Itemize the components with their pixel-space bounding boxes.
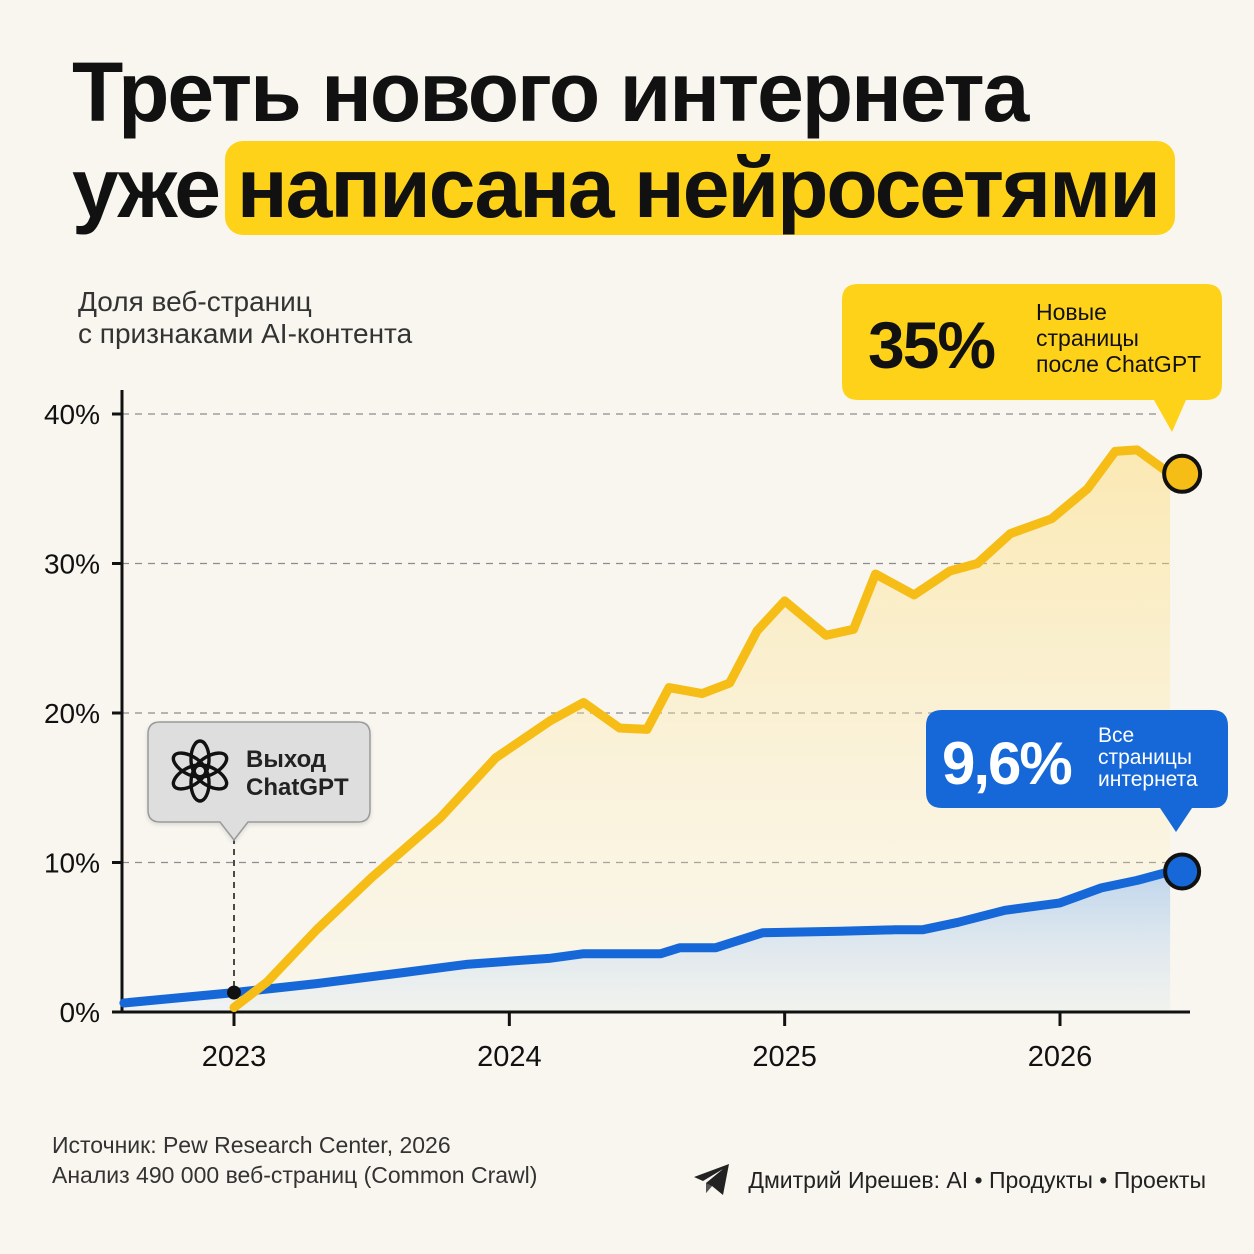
all-pages-callout-value: 9,6%: [942, 730, 1071, 797]
subtitle-line-1: Доля веб-страниц: [78, 286, 312, 317]
source-line-1: Источник: Pew Research Center, 2026: [52, 1132, 451, 1158]
title-line-2: уже написана нейросетями: [72, 140, 1175, 236]
all-pages-callout-text: интернета: [1098, 768, 1198, 791]
all-pages-callout-bubble: [926, 710, 1228, 832]
all-pages-line: [119, 867, 1175, 1008]
telegram-icon: [692, 1162, 732, 1198]
source-note: Источник: Pew Research Center, 2026 Анал…: [52, 1130, 537, 1190]
title-highlight: написана нейросетями: [224, 141, 1175, 235]
release-callout-bubble: [147, 721, 371, 842]
all-pages-endpoint: [1163, 852, 1202, 891]
line-layer: [119, 445, 1203, 1012]
new-pages-callout-text: Новые: [1036, 299, 1107, 325]
subtitle-line-2: с признаками AI-контента: [78, 318, 413, 349]
x-tick-label: 2025: [752, 1041, 817, 1073]
new-pages-line: [229, 445, 1175, 1012]
title-plain: уже: [72, 141, 221, 235]
new-pages-callout-text: страницы: [1036, 325, 1139, 351]
openai-icon-petal: [171, 751, 208, 779]
axis-layer: 0% 10% 20% 30% 40% 2023 2024 2025 2026: [44, 390, 1190, 1073]
new-pages-callout-bubble: [842, 284, 1222, 432]
new-pages-callout-value: 35%: [868, 308, 994, 382]
y-tick-label: 20%: [44, 698, 100, 729]
title-line-1: Треть нового интернета: [72, 45, 1029, 139]
openai-icon: [171, 739, 229, 803]
credit-text: Дмитрий Ирешев: AI • Продукты • Проекты: [748, 1166, 1206, 1193]
new-pages-endpoint: [1162, 453, 1203, 494]
x-tick-label: 2026: [1028, 1041, 1093, 1073]
all-pages-callout-text: Все: [1098, 724, 1134, 747]
release-callout-line-2: ChatGPT: [246, 774, 349, 801]
page-title: Треть нового интернета уже написана нейро…: [72, 44, 1175, 236]
y-tick-label: 0%: [60, 997, 100, 1028]
release-callout: [147, 721, 371, 842]
author-credit[interactable]: Дмитрий Ирешев: AI • Продукты • Проекты: [692, 1162, 1206, 1198]
new-pages-callout-text: после ChatGPT: [1036, 351, 1201, 377]
all-pages-callout-text: страницы: [1098, 746, 1192, 769]
release-callout-line-1: Выход: [246, 746, 326, 773]
chart-subtitle: Доля веб-страниц с признаками AI-контент…: [78, 286, 498, 350]
source-line-2: Анализ 490 000 веб-страниц (Common Crawl…: [52, 1162, 538, 1188]
x-tick-label: 2023: [202, 1041, 267, 1073]
new-pages-area: [234, 449, 1171, 1012]
y-tick-label: 40%: [44, 399, 100, 430]
release-point: [227, 985, 241, 1000]
y-tick-label: 10%: [44, 848, 100, 879]
x-tick-label: 2024: [477, 1041, 542, 1073]
y-tick-label: 30%: [44, 549, 100, 580]
